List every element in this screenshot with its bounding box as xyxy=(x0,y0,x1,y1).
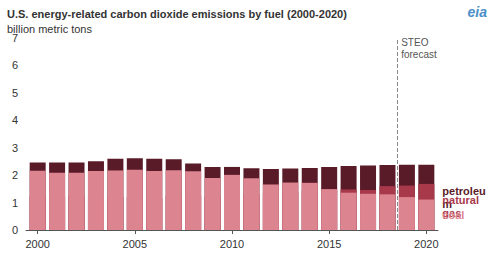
svg-text:2000: 2000 xyxy=(25,238,49,250)
svg-text:5: 5 xyxy=(12,87,18,99)
svg-text:1: 1 xyxy=(12,197,18,209)
svg-text:natural: natural xyxy=(442,194,482,206)
svg-text:2020: 2020 xyxy=(414,238,438,250)
svg-text:2: 2 xyxy=(12,169,18,181)
svg-text:eia: eia xyxy=(468,4,488,20)
svg-text:forecast: forecast xyxy=(401,49,437,60)
svg-text:STEO: STEO xyxy=(401,37,431,48)
svg-text:coal: coal xyxy=(442,209,464,221)
svg-text:7: 7 xyxy=(11,32,18,44)
svg-text:billion metric tons: billion metric tons xyxy=(7,23,92,35)
svg-text:U.S. energy-related carbon dio: U.S. energy-related carbon dioxide emiss… xyxy=(7,8,347,20)
svg-text:0: 0 xyxy=(12,224,18,236)
svg-text:petroleu: petroleu xyxy=(442,184,486,197)
svg-text:2005: 2005 xyxy=(123,238,147,250)
svg-text:4: 4 xyxy=(12,114,18,126)
svg-text:2010: 2010 xyxy=(220,238,244,250)
svg-text:6: 6 xyxy=(12,59,18,71)
svg-text:3: 3 xyxy=(12,142,18,154)
svg-text:2015: 2015 xyxy=(317,238,341,250)
